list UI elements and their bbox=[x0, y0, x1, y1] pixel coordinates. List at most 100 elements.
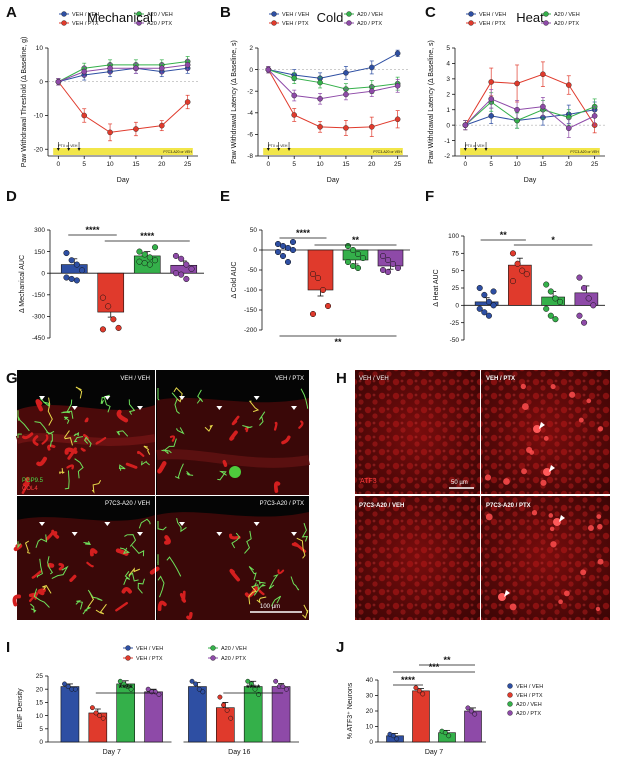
nerve-fiber bbox=[157, 521, 167, 531]
treatment-bar bbox=[460, 148, 600, 155]
nerve-fiber bbox=[84, 436, 92, 448]
nerve-fiber bbox=[35, 534, 48, 548]
y-tick-label: -450 bbox=[32, 335, 45, 342]
data-dot bbox=[224, 707, 230, 713]
x-tick-label: 15 bbox=[342, 161, 350, 168]
series-line bbox=[465, 101, 595, 126]
y-tick-label: 0 bbox=[455, 303, 459, 310]
data-point bbox=[317, 124, 323, 130]
data-dot bbox=[468, 708, 474, 714]
data-dot bbox=[581, 319, 588, 326]
panel-g-micrographs: VEH / VEH VEH / PTX P7C3-A20 / VEH P7C3-… bbox=[12, 370, 310, 620]
nerve-fiber bbox=[143, 445, 151, 455]
vessel-trace bbox=[157, 600, 167, 612]
data-dot bbox=[279, 252, 287, 260]
data-dot bbox=[152, 257, 159, 264]
x-axis-label: Day bbox=[524, 177, 537, 184]
data-dot bbox=[200, 689, 206, 695]
nerve-fiber bbox=[174, 463, 184, 480]
atf3-nucleus bbox=[597, 426, 604, 432]
atf3-nucleus bbox=[521, 403, 529, 410]
data-dot bbox=[576, 274, 583, 281]
y-tick-label: -150 bbox=[32, 292, 45, 299]
data-dot bbox=[63, 274, 70, 281]
data-dot bbox=[523, 271, 530, 278]
y-tick-label: 2 bbox=[249, 45, 253, 52]
arrowhead-marker bbox=[71, 532, 78, 536]
nerve-fiber bbox=[124, 534, 137, 547]
treatment-label-left: PTX or VEH bbox=[268, 144, 288, 148]
data-dot bbox=[476, 305, 483, 312]
y-tick-label: 4 bbox=[446, 61, 450, 68]
data-dot bbox=[273, 678, 279, 684]
data-point bbox=[488, 96, 495, 102]
legend-marker bbox=[61, 20, 67, 26]
nerve-fiber bbox=[302, 604, 309, 619]
vessel-trace bbox=[64, 447, 78, 455]
nerve-fiber bbox=[301, 522, 309, 542]
data-dot bbox=[188, 265, 195, 272]
nerve-fiber bbox=[296, 537, 306, 559]
nerve-fiber bbox=[157, 575, 165, 598]
panel-h-tile-veh-veh-texture bbox=[355, 370, 480, 494]
y-axis-label: Δ Heat AUC bbox=[433, 269, 440, 306]
data-dot bbox=[319, 286, 327, 294]
data-dot bbox=[413, 685, 419, 691]
data-dot bbox=[490, 288, 497, 295]
data-dot bbox=[172, 252, 179, 259]
panel-h-tile-a20-ptx-texture bbox=[481, 496, 610, 620]
y-tick-label: -50 bbox=[450, 337, 460, 344]
nerve-fiber bbox=[73, 436, 84, 443]
data-dot bbox=[547, 312, 554, 319]
y-tick-label: 0 bbox=[446, 122, 450, 129]
data-dot bbox=[146, 254, 153, 261]
legend-marker bbox=[125, 655, 131, 661]
injection-arrowhead bbox=[484, 148, 488, 151]
data-dot bbox=[193, 681, 199, 687]
vessel-trace bbox=[52, 531, 60, 539]
nerve-fiber bbox=[33, 588, 50, 608]
arrowhead-marker bbox=[253, 522, 260, 526]
series-line bbox=[58, 67, 188, 83]
treatment-label-right: P7C3-A20 or VEH bbox=[570, 150, 599, 154]
data-dot bbox=[73, 277, 80, 284]
legend-label: VEH / PTX bbox=[282, 21, 309, 27]
nerve-fiber bbox=[100, 396, 105, 405]
panel-label-c: C bbox=[425, 4, 436, 21]
data-dot bbox=[136, 258, 143, 265]
data-dot bbox=[93, 710, 99, 716]
vessel-trace bbox=[84, 417, 89, 423]
legend-label: VEH / VEH bbox=[479, 12, 506, 18]
bar bbox=[271, 686, 291, 743]
y-tick-label: 20 bbox=[36, 686, 44, 693]
y-axis-label: Δ Mechanical AUC bbox=[19, 255, 26, 313]
data-dot bbox=[178, 271, 185, 278]
h-tile-label-3: P7C3-A20 / VEH bbox=[359, 503, 404, 509]
nerve-fiber bbox=[157, 554, 159, 566]
arrowhead-marker bbox=[39, 522, 45, 526]
data-dot bbox=[389, 260, 397, 268]
data-dot bbox=[485, 312, 492, 319]
data-dot bbox=[97, 713, 103, 719]
y-tick-label: 25 bbox=[452, 285, 460, 292]
significance-label: **** bbox=[119, 683, 134, 693]
data-dot bbox=[125, 684, 130, 690]
x-axis-label: Day 7 bbox=[425, 749, 443, 756]
panel-a-title: Mechanical bbox=[87, 10, 153, 25]
nerve-fiber bbox=[186, 470, 194, 476]
data-point bbox=[565, 125, 572, 132]
g-scale-label: 100 µm bbox=[260, 604, 280, 610]
vessel-trace bbox=[229, 568, 240, 582]
legend-marker bbox=[271, 11, 277, 17]
panel-b-cold-timecourse: VEH / VEH A20 / VEH VEH / PTX A20 / PTX PTX … bbox=[231, 11, 408, 184]
data-dot bbox=[514, 260, 521, 267]
vessel-trace bbox=[66, 464, 75, 470]
nerve-fiber bbox=[128, 399, 136, 415]
data-point bbox=[591, 113, 598, 119]
x-axis-label: Day bbox=[327, 177, 340, 184]
y-tick-label: 0 bbox=[39, 79, 43, 86]
g-stain-pgp95: PGP9.5 bbox=[22, 478, 44, 484]
data-dot bbox=[576, 312, 583, 319]
vessel-trace bbox=[24, 476, 30, 487]
nerve-fiber bbox=[217, 470, 227, 481]
